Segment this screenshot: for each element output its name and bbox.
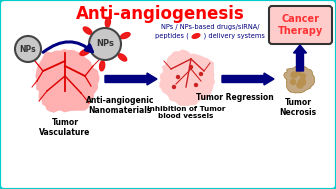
Ellipse shape <box>83 27 92 34</box>
Circle shape <box>15 36 41 62</box>
Text: NPs: NPs <box>96 40 114 49</box>
FancyArrow shape <box>294 45 306 71</box>
Circle shape <box>297 82 303 88</box>
Polygon shape <box>35 50 99 112</box>
FancyArrow shape <box>222 73 274 85</box>
Circle shape <box>300 74 305 78</box>
Ellipse shape <box>121 33 130 39</box>
Text: Inhibition of Tumor
blood vessels: Inhibition of Tumor blood vessels <box>147 106 225 119</box>
Ellipse shape <box>118 54 127 61</box>
Text: Tumor Regression: Tumor Regression <box>196 93 274 102</box>
Circle shape <box>295 70 300 75</box>
Circle shape <box>291 72 297 78</box>
Circle shape <box>176 75 179 78</box>
Polygon shape <box>160 50 214 105</box>
Circle shape <box>172 85 175 88</box>
Ellipse shape <box>192 34 200 38</box>
Polygon shape <box>284 67 314 93</box>
Text: Cancer
Therapy: Cancer Therapy <box>278 14 323 36</box>
Ellipse shape <box>80 49 89 55</box>
Circle shape <box>190 66 193 68</box>
Ellipse shape <box>105 17 111 27</box>
Text: peptides (       ) delivery systems: peptides ( ) delivery systems <box>155 33 265 39</box>
Circle shape <box>200 73 203 75</box>
Text: Anti-angiogenesis: Anti-angiogenesis <box>76 5 244 23</box>
FancyArrow shape <box>105 73 157 85</box>
Text: Anti-angiogenic
Nanomaterials: Anti-angiogenic Nanomaterials <box>86 96 154 115</box>
Ellipse shape <box>99 61 105 71</box>
Circle shape <box>195 84 198 87</box>
Text: Tumor
Necrosis: Tumor Necrosis <box>280 98 317 117</box>
Circle shape <box>291 80 295 84</box>
Circle shape <box>89 28 121 60</box>
Text: Tumor
Vasculature: Tumor Vasculature <box>39 118 91 137</box>
Text: NPs: NPs <box>20 44 36 53</box>
FancyBboxPatch shape <box>269 6 332 44</box>
Text: NPs / NPs-based drugs/siRNA/: NPs / NPs-based drugs/siRNA/ <box>161 24 259 30</box>
Circle shape <box>298 78 305 85</box>
